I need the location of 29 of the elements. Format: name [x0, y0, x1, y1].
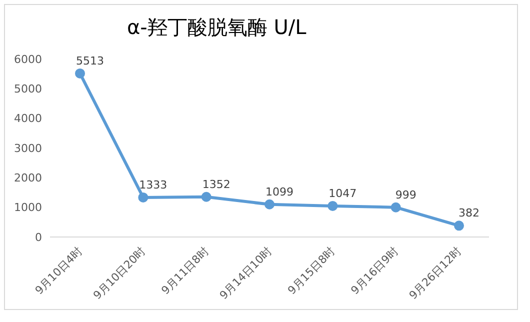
y-tick-label: 3000 — [14, 142, 42, 155]
x-tick-label: 9月26日12时 — [406, 244, 464, 302]
point — [264, 199, 274, 210]
y-tick-label: 1000 — [14, 201, 42, 214]
data-label: 1352 — [202, 178, 230, 191]
data-label: 999 — [395, 188, 416, 202]
point — [201, 192, 212, 202]
y-tick-label: 0 — [35, 230, 42, 244]
y-tick-label: 2000 — [14, 172, 42, 185]
y-tick-label: 6000 — [14, 52, 42, 66]
x-tick-label: 9月15日8时 — [285, 244, 338, 298]
data-label: 382 — [458, 206, 480, 220]
chart-title: α-羟丁酸脱氧酶 U/L — [126, 14, 308, 41]
point — [138, 192, 148, 202]
x-tick-label: 9月11日8时 — [158, 244, 212, 298]
x-tick-label: 9月16日9时 — [348, 244, 401, 298]
y-tick-label: 5000 — [14, 82, 42, 96]
point — [75, 68, 85, 78]
data-label: 1047 — [328, 186, 357, 200]
data-label: 1333 — [139, 178, 168, 192]
y-tick-label: 4000 — [14, 112, 42, 126]
x-tick-label: 9月14日10时 — [217, 244, 274, 302]
point — [328, 200, 338, 211]
x-tick-label: 9月10日4时 — [32, 244, 85, 298]
data-label: 5513 — [76, 54, 104, 68]
point — [454, 220, 464, 231]
x-tick-label: 9月10日20时 — [90, 244, 148, 302]
point — [390, 202, 401, 212]
data-label: 1099 — [266, 185, 294, 198]
